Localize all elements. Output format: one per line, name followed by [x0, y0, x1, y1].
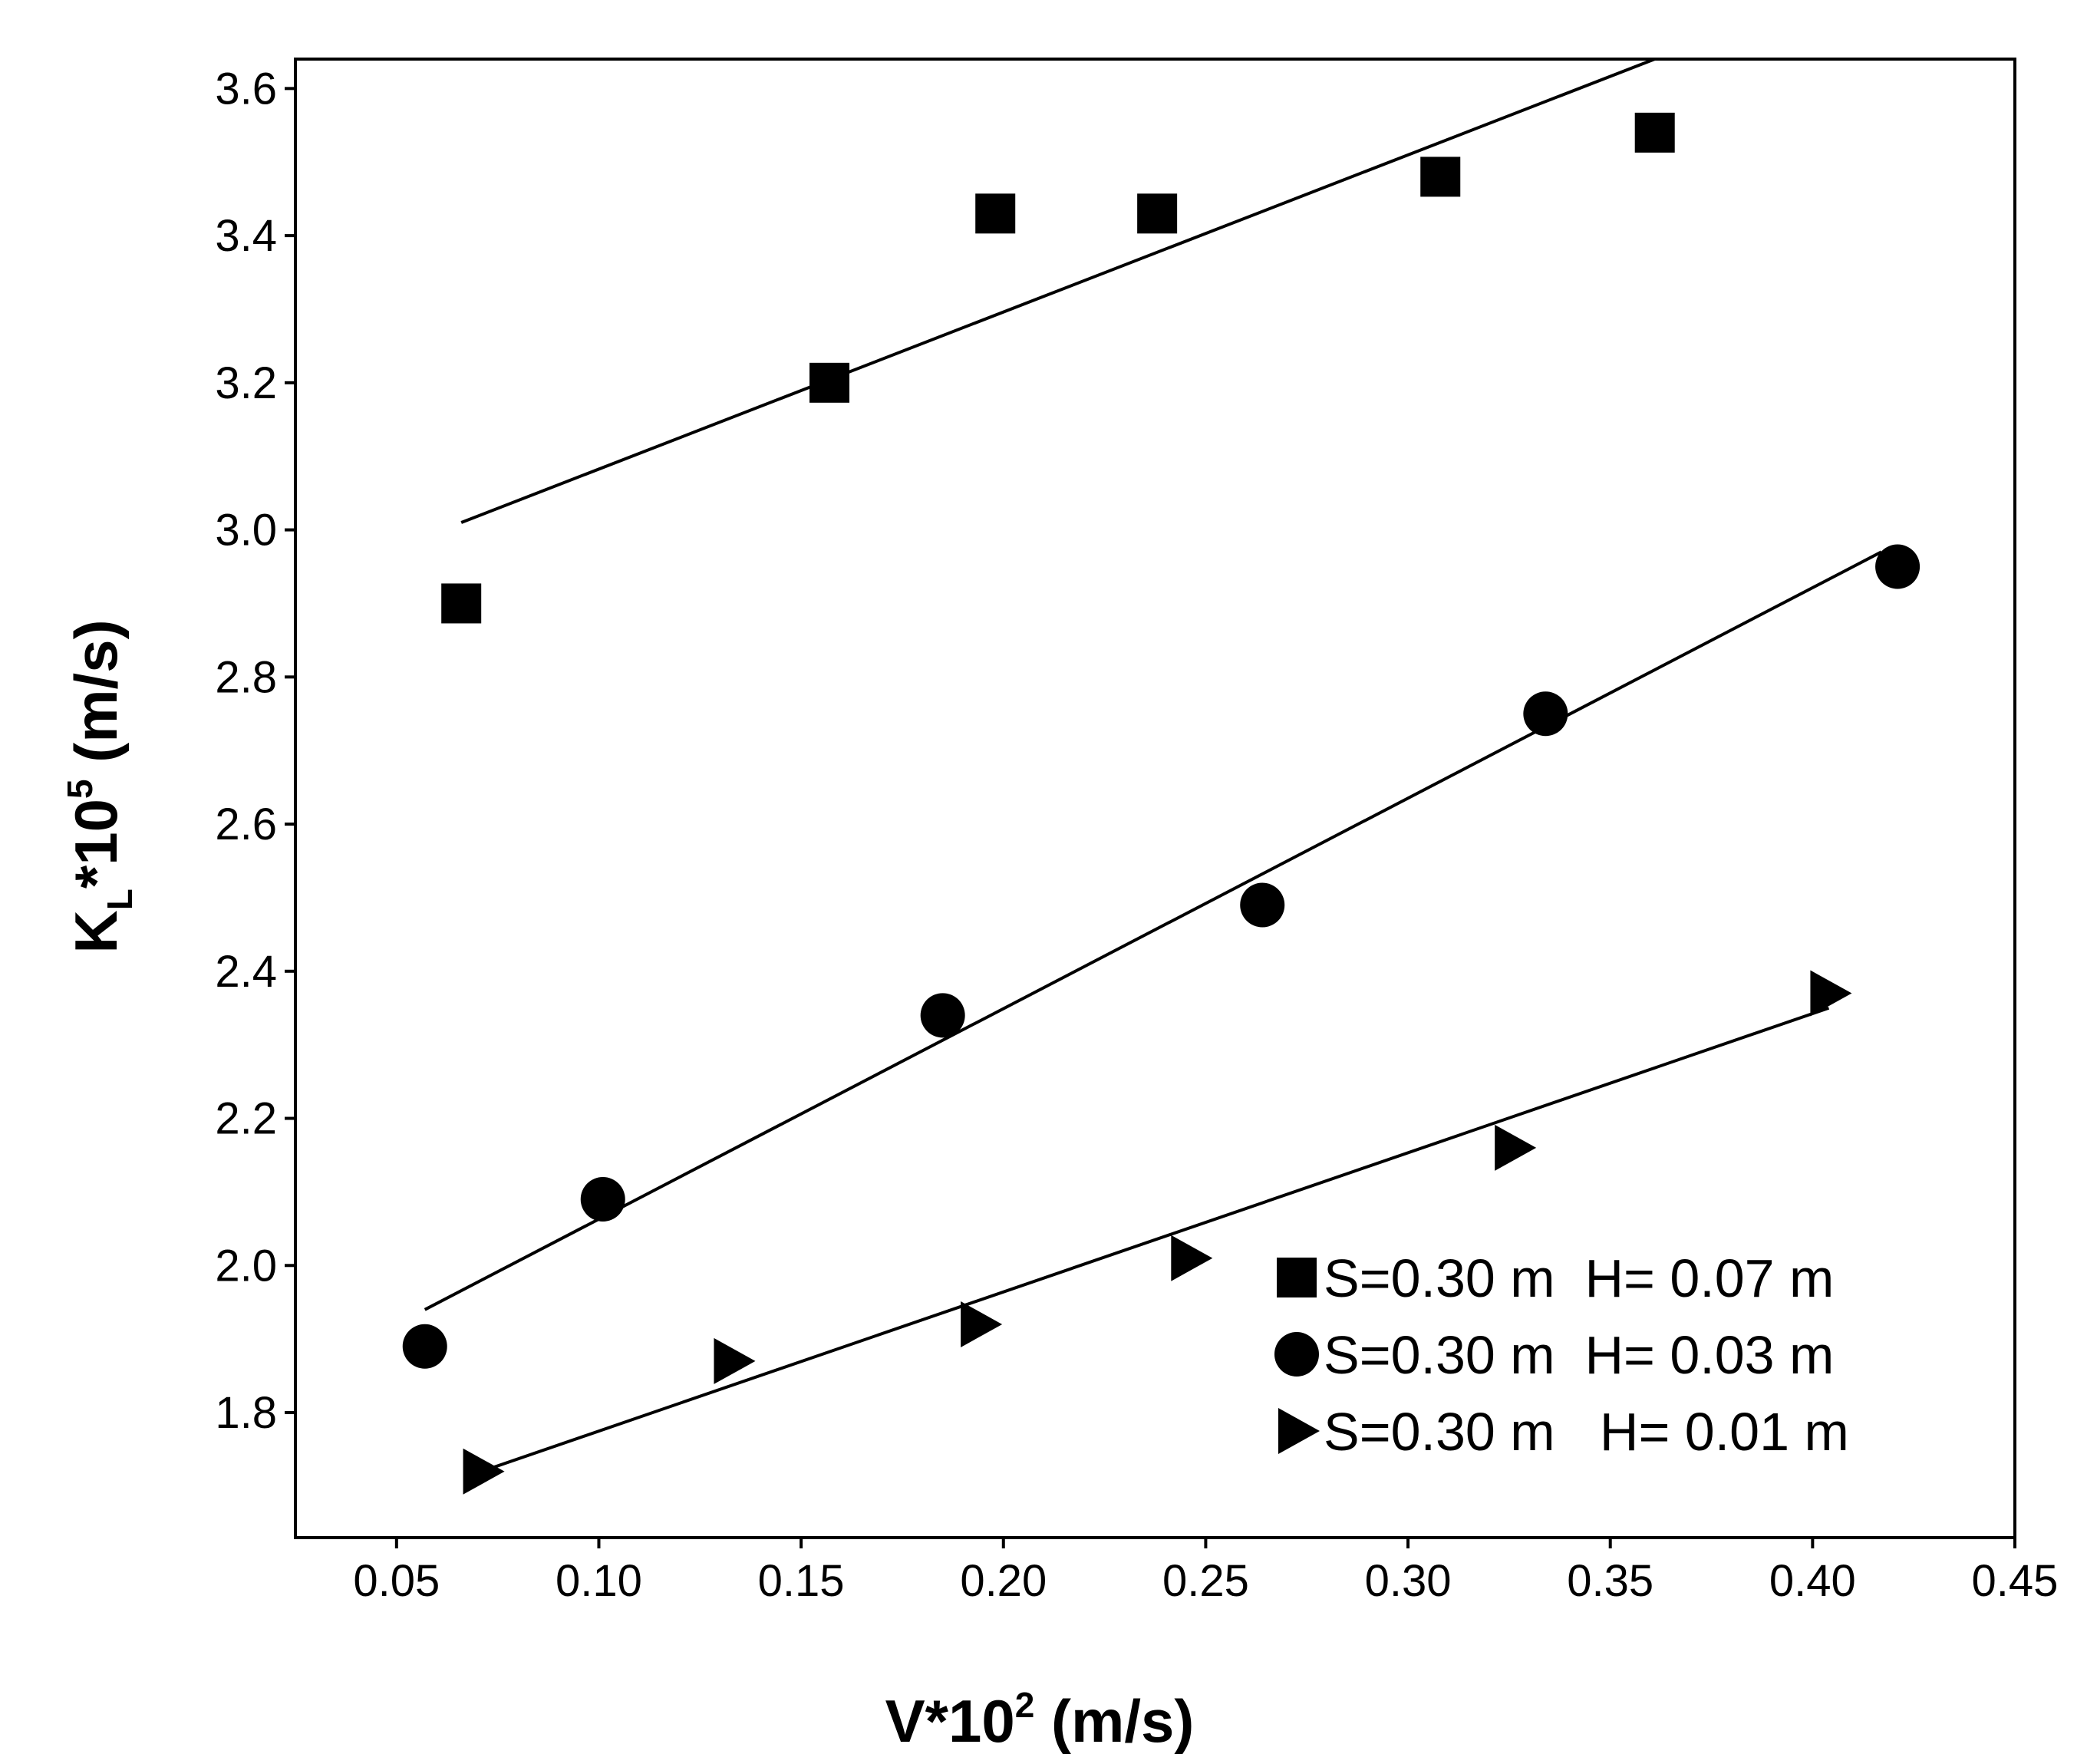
data-point-square	[975, 193, 1016, 234]
legend-marker-circle	[1274, 1332, 1319, 1377]
data-point-circle	[1523, 691, 1568, 737]
y-axis-title: KL*105 (m/s)	[60, 619, 140, 953]
y-tick-label: 2.8	[215, 652, 277, 702]
data-point-circle	[580, 1176, 625, 1222]
y-tick-label: 3.0	[215, 506, 277, 556]
data-markers	[402, 112, 1921, 1495]
y-tick-label: 2.6	[215, 800, 277, 849]
data-point-triangle-right	[1810, 970, 1852, 1017]
legend: S=0.30 m H= 0.07 m S=0.30 m H= 0.03 m S=0.…	[1274, 1248, 1849, 1462]
x-tick-label: 0.25	[1162, 1556, 1249, 1606]
data-point-circle	[1875, 544, 1921, 589]
fit-line-series-2	[424, 550, 1882, 1311]
x-tick-label: 0.15	[758, 1556, 845, 1606]
fit-lines	[424, 58, 1882, 1473]
legend-marker-square	[1277, 1258, 1317, 1297]
y-tick-label: 2.2	[215, 1094, 277, 1144]
y-tick-label: 2.4	[215, 947, 277, 997]
data-point-square	[1137, 193, 1178, 234]
data-point-triangle-right	[1495, 1124, 1537, 1171]
y-axis: 1.8 2.0 2.2 2.4 2.6 2.8 3.0 3.2 3.4 3.6	[215, 64, 295, 1438]
x-axis: 0.05 0.10 0.15 0.20 0.25 0.30 0.35 0.40 0.45	[353, 1538, 2058, 1606]
data-point-circle	[402, 1324, 447, 1369]
legend-label: S=0.30 m H= 0.01 m	[1324, 1402, 1849, 1462]
y-tick-label: 3.2	[215, 358, 277, 408]
data-point-triangle-right	[1171, 1235, 1213, 1281]
data-point-square	[1420, 157, 1461, 197]
y-tick-label: 3.6	[215, 64, 277, 114]
data-point-circle	[1240, 882, 1285, 928]
data-point-square	[809, 362, 850, 403]
plot-frame	[294, 58, 2016, 1539]
x-tick-label: 0.45	[1972, 1556, 2059, 1606]
x-tick-label: 0.40	[1769, 1556, 1856, 1606]
fit-line-series-1	[460, 58, 1656, 524]
x-tick-label: 0.10	[556, 1556, 642, 1606]
data-point-square	[1634, 112, 1675, 153]
fit-line-series-3	[480, 1006, 1830, 1473]
data-point-triangle-right	[714, 1337, 756, 1384]
x-tick-label: 0.35	[1567, 1556, 1653, 1606]
y-tick-label: 3.4	[215, 211, 277, 261]
legend-marker-triangle-right	[1278, 1408, 1320, 1454]
x-tick-label: 0.30	[1365, 1556, 1452, 1606]
data-point-circle	[920, 993, 965, 1038]
y-tick-label: 2.0	[215, 1241, 277, 1291]
x-tick-label: 0.05	[353, 1556, 440, 1606]
y-tick-label: 1.8	[215, 1388, 277, 1438]
data-point-triangle-right	[961, 1301, 1003, 1347]
legend-label: S=0.30 m H= 0.03 m	[1324, 1325, 1834, 1385]
legend-label: S=0.30 m H= 0.07 m	[1324, 1248, 1834, 1308]
x-tick-label: 0.20	[960, 1556, 1047, 1606]
data-point-triangle-right	[463, 1448, 505, 1495]
data-point-square	[441, 583, 482, 624]
x-axis-title: V*102 (m/s)	[885, 1685, 1195, 1755]
